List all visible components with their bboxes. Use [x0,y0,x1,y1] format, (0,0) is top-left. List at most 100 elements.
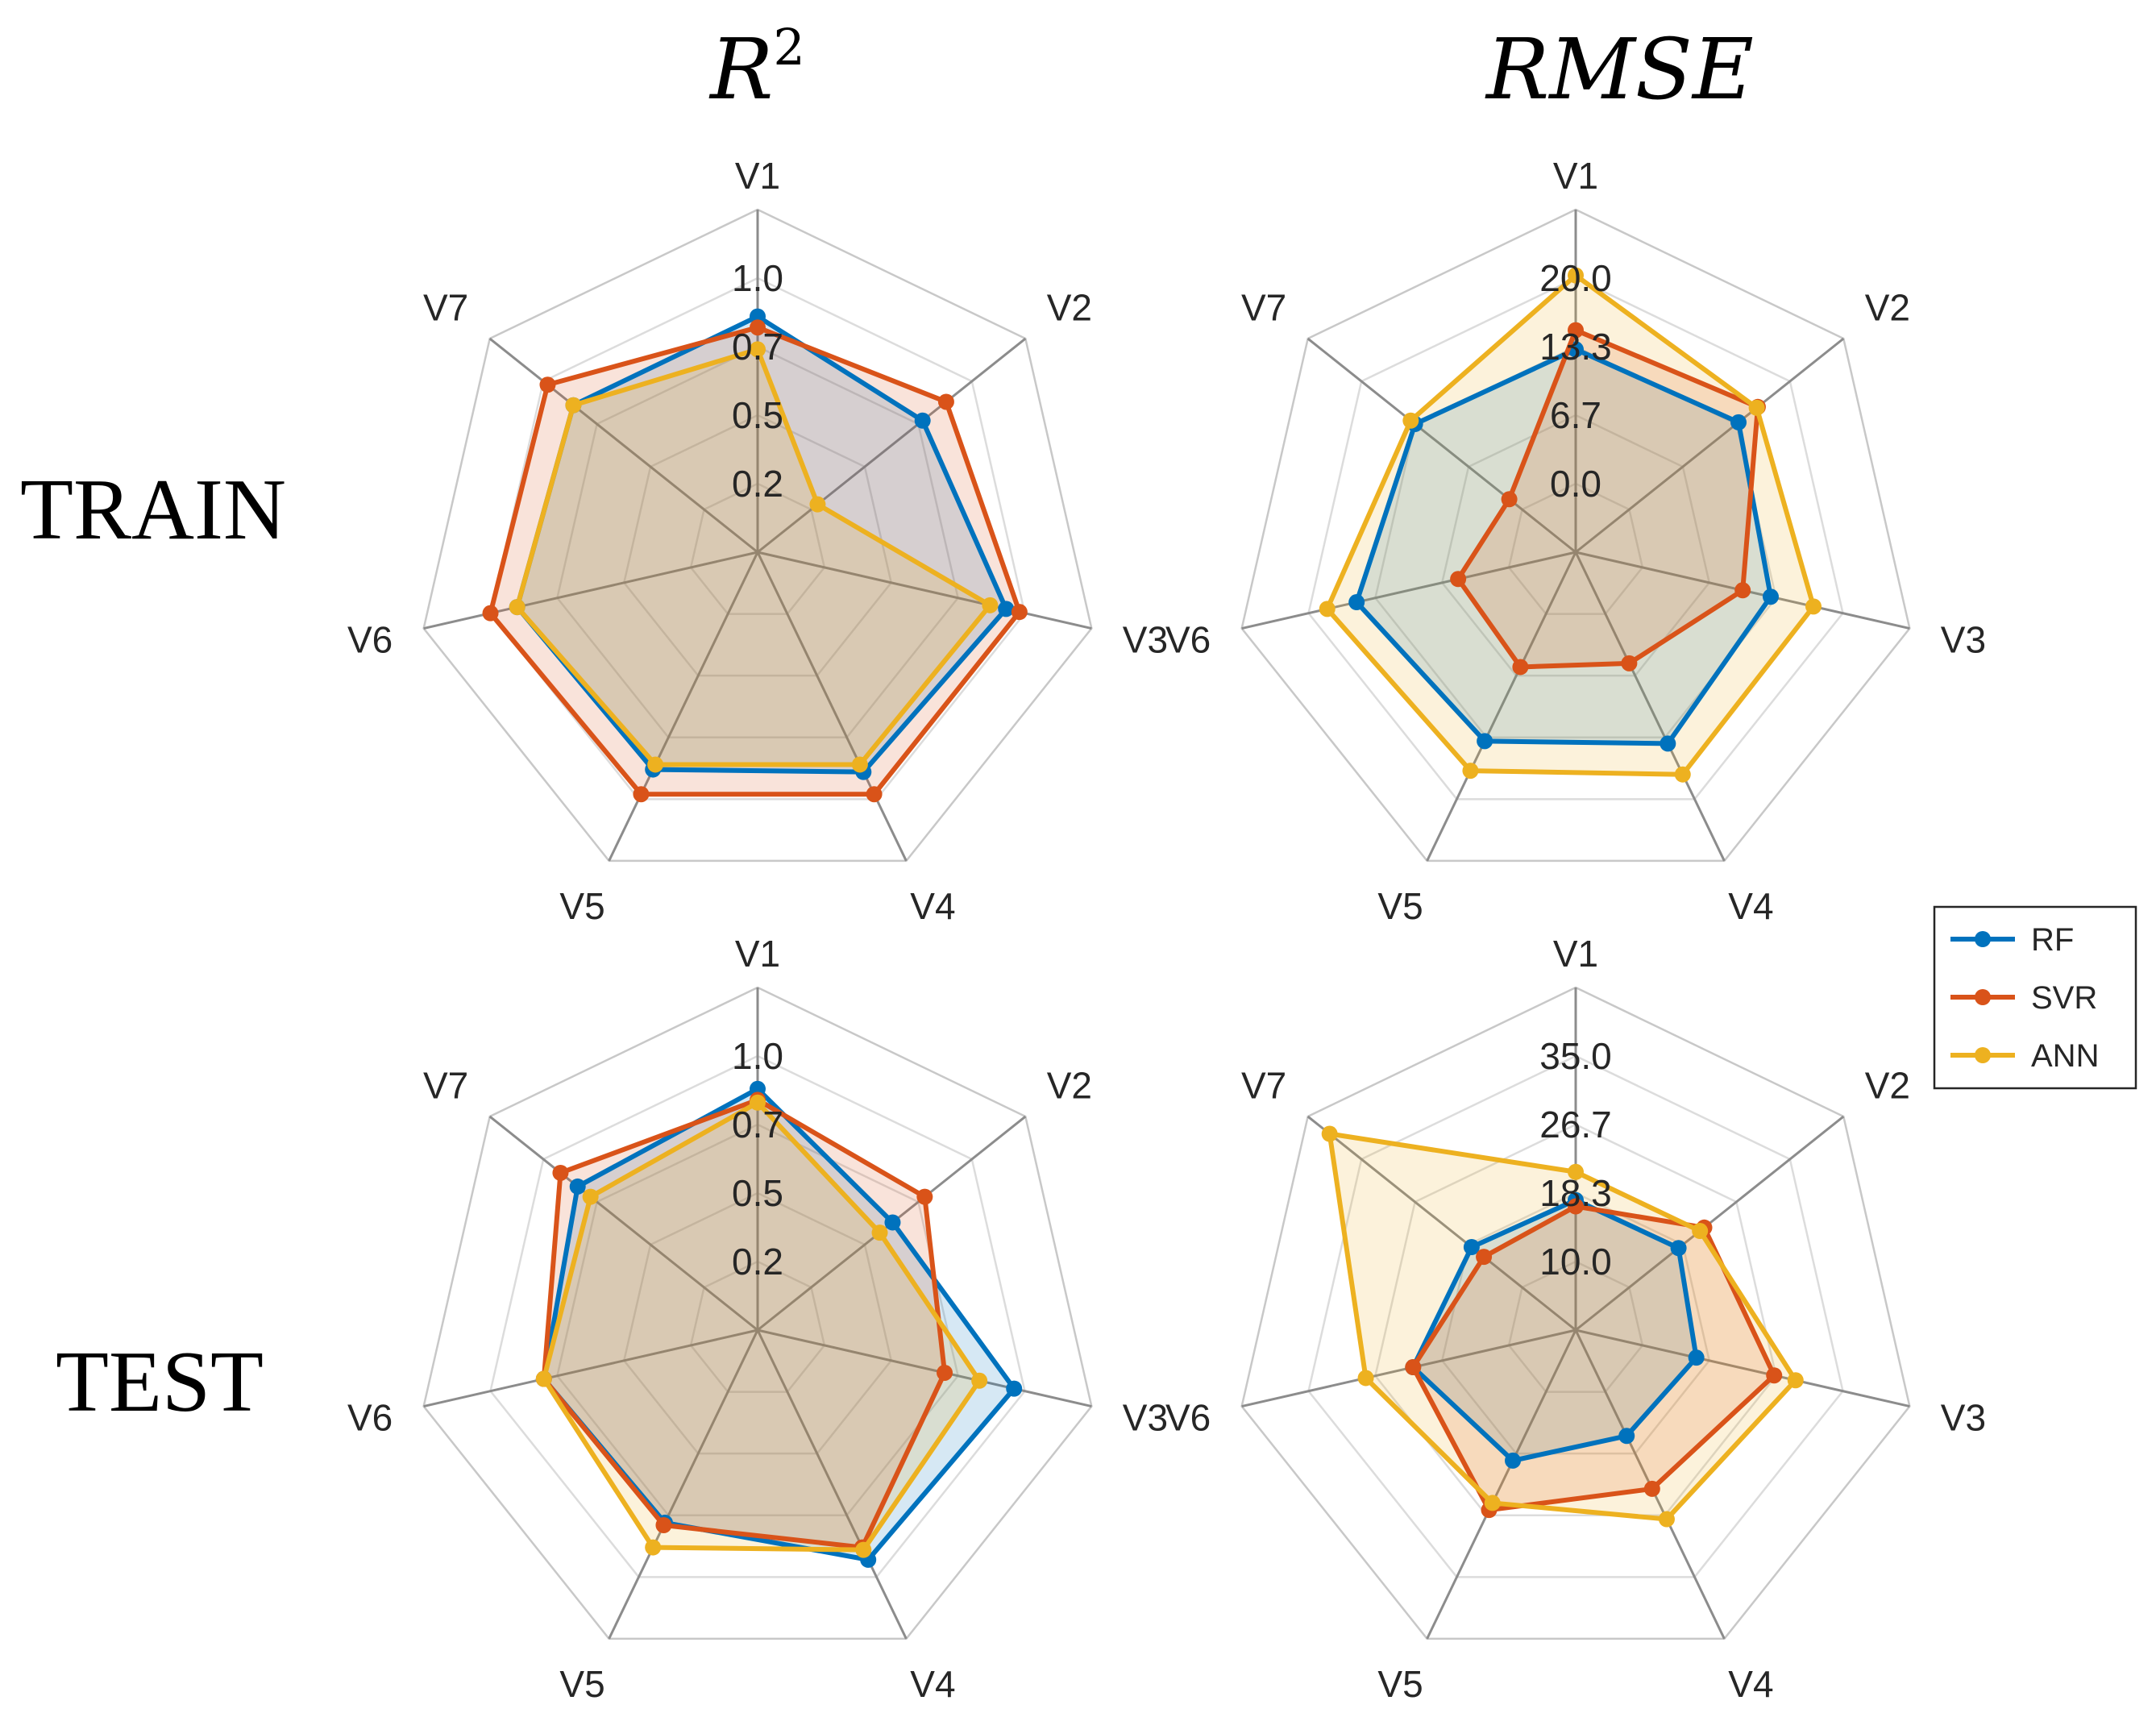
axis-label-v4: V4 [1728,885,1773,927]
point-ann-v3 [971,1372,988,1389]
series-line-ann [1324,272,1817,777]
spoke-v5 [1426,551,1577,862]
grid-ring-1 [1507,482,1644,615]
series-line-rf [1354,347,1773,746]
point-rf-v4 [1618,1428,1635,1445]
point-ann-v3 [1787,1372,1804,1389]
series-line-svr [541,1097,948,1550]
radar-chart-rmse-test: 10.0 18.3 26.7 35.0 V1 V2 V3 V4 V5 V6 V7 [1165,933,1986,1705]
grid-ring-4 [1307,1054,1844,1578]
point-svr-v5 [1512,659,1529,676]
point-ann-v1 [1568,1163,1584,1180]
point-rf-v3 [1006,1380,1023,1397]
tick-label: 18.3 [1539,1172,1612,1214]
series-fill-rf [1413,1200,1697,1461]
legend-label-svr: SVR [2031,980,2097,1016]
point-ann-v3 [1805,598,1822,615]
spoke-v5 [1426,1329,1577,1640]
grid-ring-3 [1374,1123,1777,1516]
point-rf-v3 [1762,588,1779,605]
point-svr-v7 [539,376,556,393]
axis-label-v1: V1 [1553,155,1598,197]
axis-label-v7: V7 [423,1064,468,1106]
series-line-ann [514,347,993,767]
axis-label-v1: V1 [735,155,780,197]
series-fill-rf [543,1088,1015,1560]
point-svr-v4 [1643,1480,1660,1497]
axis-label-v5: V5 [559,1663,604,1705]
tick-label: 10.0 [1539,1241,1612,1283]
axis-label-v7: V7 [1241,1064,1286,1106]
point-ann-v2 [809,496,826,513]
spoke-v4 [756,551,908,862]
col-title-r2-sup: 2 [773,18,804,77]
point-svr-v7 [1476,1249,1493,1266]
axis-label-v7: V7 [423,286,468,328]
point-ann-v6 [535,1370,552,1387]
spoke-v7 [488,337,758,554]
axis-label-v3: V3 [1123,618,1168,660]
point-ann-v7 [565,397,582,414]
point-svr-v7 [552,1164,569,1181]
point-rf-v3 [1688,1349,1705,1366]
grid-ring-1 [689,1260,826,1393]
axis-label-v2: V2 [1865,1064,1910,1106]
grid-ring-4 [489,1054,1026,1578]
grid-ring-2 [622,1191,893,1455]
point-svr-v4 [1621,655,1638,671]
tick-label: 1.0 [732,1035,783,1077]
point-rf-v7 [1463,1239,1480,1256]
point-svr-v5 [655,1517,672,1534]
point-svr-v1 [750,319,766,336]
axis-label-v3: V3 [1941,1396,1986,1438]
axis-label-v4: V4 [910,885,955,927]
point-ann-v6 [1319,601,1336,617]
point-ann-v6 [509,599,525,616]
legend-marker-svr [1975,989,1991,1005]
point-ann-v4 [1658,1511,1675,1528]
axis-label-v2: V2 [1047,286,1092,328]
axis-label-v1: V1 [1553,933,1598,975]
series-fill-ann [543,1102,980,1550]
point-ann-v2 [1748,399,1765,416]
grid-ring-5 [1240,986,1911,1640]
series-fill-rf [1356,349,1771,744]
point-svr-v6 [1405,1359,1422,1376]
point-ann-v1 [1568,267,1584,284]
point-ann-v7 [582,1188,599,1205]
point-ann-v2 [871,1224,888,1241]
grid-ring-4 [489,276,1026,800]
point-rf-v2 [884,1214,901,1231]
point-rf-v7 [569,1178,586,1195]
point-svr-v4 [866,786,883,803]
axis-label-v5: V5 [1377,885,1423,927]
point-ann-v5 [1462,763,1479,780]
spoke-v5 [608,551,759,862]
spoke-v5 [608,1329,759,1640]
series-fill-svr [490,327,1020,795]
grid-ring-3 [556,1123,959,1516]
point-ann-v1 [750,1094,766,1111]
series-line-ann [541,1100,982,1553]
spoke-v3 [1575,1328,1910,1408]
grid-ring-5 [422,208,1093,863]
grid-ring-5 [1240,208,1911,863]
point-svr-v1 [1568,1198,1584,1215]
point-ann-v5 [645,1539,662,1556]
series-fill-rf [517,316,1007,772]
radar-chart-r2-test: 0.2 0.5 0.7 1.0 V1 V2 V3 V4 V5 V6 V7 [347,933,1168,1705]
point-svr-v5 [633,786,650,803]
point-rf-v2 [1670,1240,1687,1257]
point-svr-v3 [937,1364,953,1381]
point-rf-v2 [1730,414,1747,430]
axis-label-v2: V2 [1047,1064,1092,1106]
row-label-test: TEST [56,1334,264,1430]
spoke-v4 [756,1329,908,1640]
axis-label-v5: V5 [1377,1663,1423,1705]
axis-label-v4: V4 [910,1663,955,1705]
axis-label-v5: V5 [559,885,604,927]
grid-ring-1 [1507,1260,1644,1393]
legend-label-rf: RF [2031,922,2074,958]
point-rf-v5 [1505,1452,1522,1469]
